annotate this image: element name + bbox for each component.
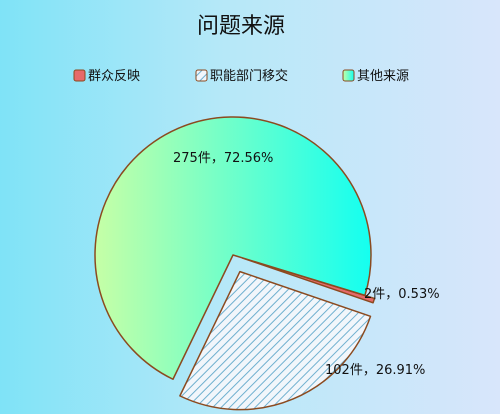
legend-swatch-department xyxy=(195,69,208,82)
slice-department[interactable] xyxy=(179,270,372,411)
legend-label-other: 其他来源 xyxy=(357,69,409,84)
legend-item-department[interactable]: 职能部门移交 xyxy=(195,68,288,84)
chart-title: 问题来源 xyxy=(197,14,285,39)
pie-slices xyxy=(94,116,376,411)
legend-swatch-public xyxy=(73,69,86,82)
legend-item-other[interactable]: 其他来源 xyxy=(342,69,409,84)
data-label-public: 2件，0.53% xyxy=(364,287,440,302)
legend: 群众反映 职能部门移交 其他来源 xyxy=(73,68,409,84)
data-label-other: 275件，72.56% xyxy=(173,151,273,166)
slice-other[interactable] xyxy=(94,116,372,381)
slice-public[interactable] xyxy=(241,257,376,304)
legend-swatch-other xyxy=(342,69,355,82)
data-label-department: 102件，26.91% xyxy=(325,363,425,378)
legend-item-public[interactable]: 群众反映 xyxy=(73,69,140,84)
legend-label-public: 群众反映 xyxy=(88,69,140,84)
legend-label-department: 职能部门移交 xyxy=(210,68,288,84)
